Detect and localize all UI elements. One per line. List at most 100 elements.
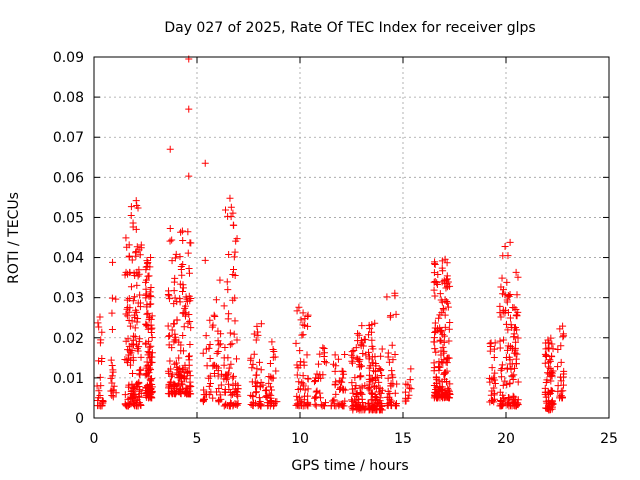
data-point [378, 402, 386, 410]
data-point [499, 381, 507, 389]
data-point [439, 359, 447, 367]
data-point [99, 397, 107, 405]
x-axis-label: GPS time / hours [291, 458, 408, 474]
data-point [311, 400, 319, 408]
data-point [442, 284, 450, 292]
data-point [337, 378, 345, 386]
data-point [184, 249, 192, 257]
data-point [445, 393, 453, 401]
data-point [559, 373, 567, 381]
data-point [557, 358, 565, 366]
data-point [123, 243, 131, 251]
data-point [404, 381, 412, 389]
data-point [124, 346, 132, 354]
data-point [252, 371, 260, 379]
data-point [227, 360, 235, 368]
data-point [133, 318, 141, 326]
data-point [177, 266, 185, 274]
data-point [320, 358, 328, 366]
data-point [514, 399, 522, 407]
data-point [312, 374, 320, 382]
data-point [355, 403, 363, 411]
data-point [511, 324, 519, 332]
data-point [179, 288, 187, 296]
data-point [504, 326, 512, 334]
data-point [366, 325, 374, 333]
data-point [330, 360, 337, 368]
data-point [341, 350, 349, 358]
data-point [222, 400, 230, 408]
data-point [554, 346, 562, 354]
data-point [355, 331, 363, 339]
data-point [98, 358, 106, 366]
data-point [186, 341, 194, 349]
data-point [442, 276, 450, 284]
chart-title: Day 027 of 2025, Rate Of TEC Index for r… [164, 20, 535, 36]
data-point [340, 370, 348, 378]
data-point [368, 375, 376, 383]
data-point [187, 239, 195, 247]
data-point [233, 388, 241, 396]
data-point [513, 350, 521, 358]
data-point [144, 272, 152, 280]
data-point [249, 402, 257, 410]
data-point [544, 388, 552, 396]
data-point [349, 401, 357, 409]
data-point [388, 341, 396, 349]
data-point [165, 369, 173, 377]
data-point [95, 323, 103, 331]
data-point [215, 341, 223, 349]
data-point [559, 333, 567, 341]
data-point [229, 372, 237, 380]
data-point [339, 400, 347, 408]
data-point [130, 311, 138, 319]
y-tick-label: 0.04 [53, 251, 84, 267]
data-point [270, 348, 278, 356]
data-point [496, 337, 504, 345]
data-point [504, 393, 512, 401]
data-point [121, 271, 129, 279]
data-point [296, 347, 304, 355]
data-point [446, 282, 454, 290]
data-point [229, 374, 237, 382]
data-point [506, 238, 514, 246]
data-point [176, 295, 184, 303]
data-point [432, 374, 440, 382]
data-point [227, 399, 235, 407]
data-point [126, 322, 134, 330]
data-point [549, 400, 557, 408]
data-point [486, 374, 494, 382]
data-point [165, 384, 173, 392]
data-point [210, 361, 218, 369]
data-point [294, 396, 302, 404]
data-point [112, 295, 120, 303]
data-point [506, 380, 514, 388]
data-point [406, 376, 414, 384]
data-point [214, 348, 222, 356]
data-point [496, 344, 504, 352]
data-point [303, 401, 311, 409]
data-point [127, 203, 135, 211]
data-point [393, 380, 401, 388]
data-point [514, 334, 522, 342]
data-point [130, 293, 138, 301]
data-point [542, 404, 550, 412]
data-point [132, 306, 140, 314]
data-point [314, 360, 322, 368]
data-point [299, 321, 307, 329]
data-point [441, 375, 449, 383]
data-point [229, 209, 237, 217]
data-point [507, 365, 515, 373]
data-point [541, 384, 549, 392]
data-point [129, 370, 137, 378]
data-point [230, 266, 238, 274]
data-point [200, 386, 208, 394]
data-point [266, 359, 274, 367]
data-point [401, 388, 409, 396]
data-point [121, 391, 129, 399]
data-point [543, 376, 551, 384]
data-point [490, 389, 498, 397]
data-point [372, 384, 380, 392]
y-tick-label: 0.01 [53, 371, 84, 387]
data-point [206, 372, 214, 380]
